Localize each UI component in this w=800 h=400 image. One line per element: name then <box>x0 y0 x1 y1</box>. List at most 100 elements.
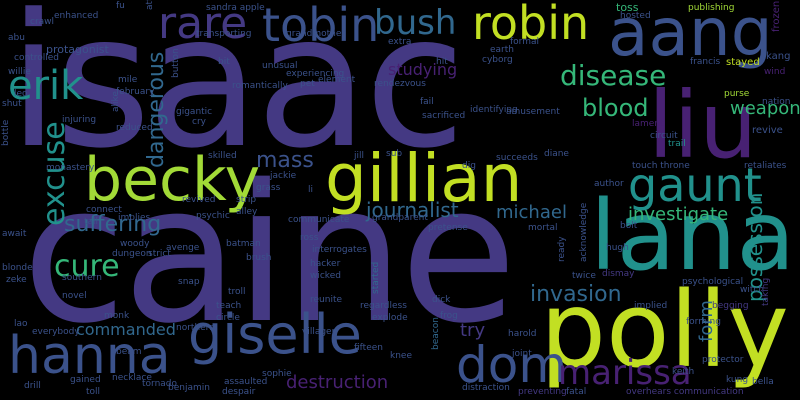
word-formal: formal <box>510 37 539 47</box>
word-protector: protector <box>702 355 744 365</box>
word-grandmother: grandmother <box>286 29 346 39</box>
word-reduced: reduced <box>116 123 153 133</box>
word-grass: grass <box>256 183 281 193</box>
word-blonde: blonde <box>2 263 33 273</box>
word-investigate: investigate <box>628 204 729 225</box>
word-sandra-apple: sandra apple <box>206 3 265 13</box>
word-wind: wind <box>764 67 786 77</box>
word-strict: strict <box>148 249 171 259</box>
word-drill: drill <box>24 381 41 391</box>
word-bolt: bolt <box>620 221 638 231</box>
word-teach: teach <box>216 301 242 311</box>
word-bush: bush <box>374 3 457 43</box>
word-stayed: stayed <box>726 57 760 68</box>
word-dungeon: dungeon <box>112 249 152 259</box>
word-transporting: transporting <box>196 29 252 39</box>
word-excuse: excuse <box>37 121 72 226</box>
word-succeeds: succeeds <box>496 153 538 163</box>
word-hugh: hugh <box>606 243 629 253</box>
word-bella: bella <box>752 377 774 387</box>
word-dig: dig <box>462 161 476 171</box>
word-aang: aang <box>608 0 773 71</box>
word-acknowledge: acknowledge <box>579 202 589 262</box>
word-experiencing: experiencing <box>286 69 345 79</box>
word-bottle: bottle <box>1 119 11 146</box>
word-revive: revive <box>752 125 783 136</box>
word-connect: connect <box>86 205 122 215</box>
word-button: button <box>171 48 181 78</box>
word-kang: kang <box>766 51 791 62</box>
word-protagonist: protagonist <box>46 43 109 56</box>
word-caine: caine <box>22 144 517 365</box>
word-strip: strip <box>236 195 257 205</box>
word-troll: troll <box>228 287 246 297</box>
word-woody: woody <box>120 239 150 249</box>
word-mass: mass <box>256 148 314 173</box>
word-invasion: invasion <box>530 282 622 307</box>
word-sophie: sophie <box>262 369 292 379</box>
word-giselle: giselle <box>188 303 362 366</box>
word-frog: frog <box>440 311 458 321</box>
word-brush: brush <box>246 253 272 263</box>
word-psychological: psychological <box>682 277 744 287</box>
word-beam: beam <box>116 347 142 357</box>
word-explode: explode <box>372 313 408 323</box>
word-amusement: amusement <box>506 107 560 117</box>
word-distraction: distraction <box>462 383 510 393</box>
word-beacon: beacon <box>431 317 441 350</box>
word-unusual: unusual <box>262 61 298 71</box>
word-revived: revived <box>182 195 216 205</box>
word-gained: gained <box>70 375 101 385</box>
word-leo: leo <box>14 89 28 99</box>
word-implies: implies <box>118 213 151 223</box>
word-tobin: tobin <box>262 0 380 52</box>
word-rendezvous: rendezvous <box>374 79 426 89</box>
word-pretense: pretense <box>428 223 468 233</box>
word-mile: mile <box>118 75 138 85</box>
word-regardless: regardless <box>360 301 407 311</box>
word-lao: lao <box>14 319 28 329</box>
word-shut: shut <box>2 99 22 109</box>
word-fu: fu <box>116 1 125 11</box>
word-started: started <box>371 261 381 294</box>
word-assaulted: assaulted <box>224 377 268 387</box>
word-joint: joint <box>512 349 532 359</box>
word-hit: hit <box>436 57 448 67</box>
word-overhears-communication: overhears communication <box>626 387 744 397</box>
word-lana: lana <box>590 180 796 292</box>
word-weapon: weapon <box>730 98 800 119</box>
word-controlled: controlled <box>14 53 59 63</box>
word-interrogates: interrogates <box>312 245 367 255</box>
word-wicked: wicked <box>310 271 341 281</box>
word-circle: circle <box>216 313 240 323</box>
word-attempted: attempted <box>145 0 155 10</box>
word-suffering: suffering <box>64 212 162 237</box>
word-romantically: romantically <box>232 81 288 91</box>
word-benjamin: benjamin <box>168 383 210 393</box>
word-despair: despair <box>222 387 256 397</box>
word-author: author <box>594 179 624 189</box>
word-psychic: psychic <box>196 211 230 221</box>
word-gillian: gillian <box>325 140 523 217</box>
word-fifteen: fifteen <box>354 343 383 353</box>
word-monastery: monastery <box>46 163 95 173</box>
word-gaunt: gaunt <box>628 158 762 212</box>
word-marissa: marissa <box>558 353 692 393</box>
word-element: element <box>318 75 356 85</box>
word-twice: twice <box>572 271 596 281</box>
word-await: await <box>2 229 27 239</box>
word-injuring: injuring <box>62 115 97 125</box>
word-reunite: reunite <box>310 295 343 305</box>
word-toll: toll <box>86 387 101 397</box>
word-hosted: hosted <box>620 11 651 21</box>
word-kung: kung <box>726 375 749 385</box>
word-hacker: hacker <box>310 259 341 269</box>
word-sacrificed: sacrificed <box>422 111 466 121</box>
word-erik: erik <box>8 63 84 109</box>
word-mortal: mortal <box>528 223 558 233</box>
word-tall: tall <box>84 217 99 227</box>
word-avenge: avenge <box>166 243 200 253</box>
word-bit: bit <box>218 57 230 67</box>
word-retaliates: retaliates <box>744 161 787 171</box>
word-novel: novel <box>62 291 87 301</box>
